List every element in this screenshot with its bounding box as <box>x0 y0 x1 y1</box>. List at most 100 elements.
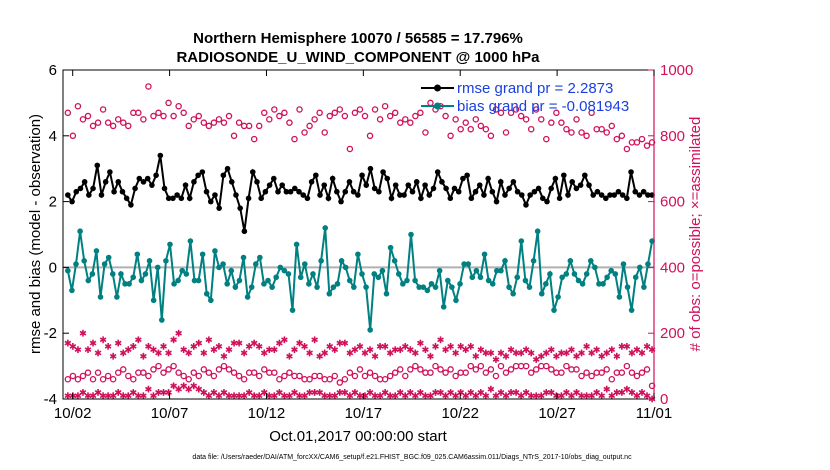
obs-possible-point <box>628 369 636 376</box>
obs-assimilated-point <box>255 342 263 350</box>
bias-point <box>567 258 574 264</box>
bias-point <box>126 281 132 287</box>
obs-possible-point <box>417 366 424 373</box>
x-tick-label: 11/01 <box>636 405 672 422</box>
rmse-point <box>355 192 361 198</box>
right-tick-label: 400 <box>660 259 685 276</box>
rmse-point <box>510 179 517 185</box>
rmse-point <box>376 188 382 195</box>
rmse-point <box>81 179 88 185</box>
obs-assimilated-point <box>109 352 117 360</box>
obs-assimilated-point <box>286 392 293 400</box>
obs-assimilated-point <box>165 389 172 396</box>
obs-possible-point <box>583 132 590 140</box>
obs-possible-point <box>311 116 318 123</box>
obs-assimilated-point <box>542 349 550 357</box>
obs-possible-point <box>573 366 580 373</box>
rmse-point <box>611 192 618 198</box>
obs-possible-point <box>190 369 198 376</box>
rmse-point <box>94 162 101 169</box>
obs-possible-point <box>175 369 182 376</box>
obs-possible-point <box>336 379 344 386</box>
rmse-point <box>346 179 353 185</box>
obs-possible-point <box>321 129 328 136</box>
bias-point <box>412 277 418 284</box>
obs-assimilated-point <box>527 349 535 357</box>
obs-assimilated-point <box>140 392 147 400</box>
obs-possible-point <box>135 109 142 117</box>
obs-possible-point <box>563 362 570 370</box>
bias-point <box>318 258 324 264</box>
bias-point <box>547 271 553 277</box>
rmse-point <box>266 182 273 188</box>
bias-point <box>220 261 226 267</box>
bias-point <box>416 284 422 290</box>
rmse-point <box>560 172 567 179</box>
obs-assimilated-point <box>608 346 616 354</box>
legend-rmse-marker <box>434 84 441 92</box>
rmse-point <box>371 185 378 192</box>
obs-assimilated-point <box>638 389 646 396</box>
rmse-point <box>451 185 458 192</box>
obs-possible-point <box>623 145 631 153</box>
bias-point <box>297 274 304 281</box>
bias-point <box>261 281 267 287</box>
left-tick-label: -2 <box>44 325 57 342</box>
obs-possible-point <box>643 366 651 373</box>
obs-assimilated-point <box>190 382 198 390</box>
obs-assimilated-point <box>472 392 480 400</box>
left-tick-label: 6 <box>49 62 57 79</box>
obs-possible-point <box>235 119 243 126</box>
obs-possible-point <box>69 372 77 380</box>
rmse-point <box>174 192 180 198</box>
obs-assimilated-point <box>401 392 409 400</box>
rmse-point <box>603 195 609 202</box>
obs-assimilated-point <box>417 339 424 347</box>
bias-point <box>404 277 410 284</box>
obs-assimilated-point <box>351 389 359 396</box>
rmse-point <box>359 172 365 179</box>
obs-assimilated-point <box>185 385 193 393</box>
rmse-point <box>569 179 576 185</box>
rmse-point <box>363 182 370 188</box>
obs-assimilated-point <box>175 329 182 337</box>
rmse-point <box>577 182 584 188</box>
bias-point <box>105 254 112 261</box>
rmse-point <box>485 175 491 182</box>
bias-point <box>163 258 169 264</box>
obs-possible-point <box>437 366 444 373</box>
bias-point <box>342 264 349 271</box>
rmse-point <box>645 192 651 198</box>
rmse-point <box>367 165 374 172</box>
obs-possible-point <box>648 139 656 146</box>
obs-assimilated-point <box>119 349 127 357</box>
rmse-point <box>518 192 525 198</box>
bias-point <box>240 254 247 261</box>
rmse-point <box>191 179 197 185</box>
bias-point <box>600 281 606 287</box>
obs-possible-point <box>69 132 77 140</box>
rmse-point <box>401 192 407 198</box>
rmse-point <box>350 188 357 195</box>
bias-point <box>465 261 472 267</box>
obs-possible-point <box>89 122 97 130</box>
bias-point <box>494 267 500 274</box>
obs-possible-point <box>613 135 621 143</box>
obs-possible-point <box>608 122 616 130</box>
obs-possible-point <box>240 376 248 383</box>
obs-assimilated-point <box>69 342 77 350</box>
rmse-point <box>304 195 311 202</box>
obs-possible-point <box>482 369 490 376</box>
rmse-point <box>413 179 420 185</box>
obs-assimilated-point <box>180 382 188 390</box>
obs-possible-point <box>150 366 157 373</box>
obs-assimilated-point <box>482 392 490 400</box>
bias-point <box>77 228 83 235</box>
bias-point <box>628 307 635 313</box>
obs-possible-point <box>205 122 213 130</box>
bias-point <box>571 271 578 277</box>
obs-possible-point <box>271 106 278 113</box>
obs-assimilated-point <box>301 342 308 350</box>
obs-possible-point <box>316 109 323 117</box>
obs-assimilated-point <box>270 346 278 354</box>
